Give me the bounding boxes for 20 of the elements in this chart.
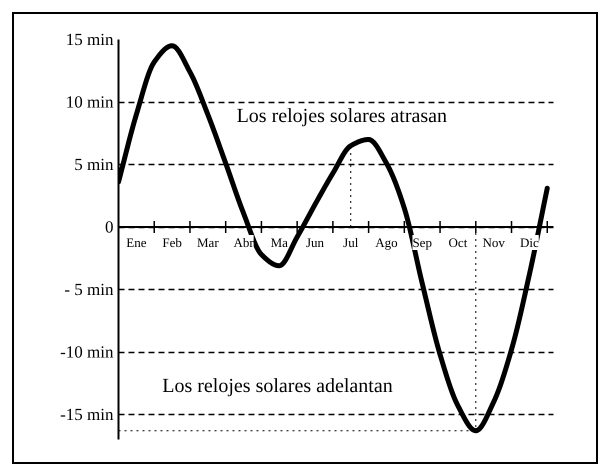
x-tick-label: Oct <box>448 235 468 250</box>
y-tick-label: -10 min <box>60 342 114 362</box>
x-tick-label: Jul <box>343 235 359 250</box>
annotation: Los relojes solares adelantan <box>162 374 393 397</box>
x-tick-label: Ma <box>270 235 288 250</box>
x-tick-label: Sep <box>412 235 432 250</box>
y-tick-label: 0 <box>105 218 114 236</box>
x-tick-label: Ene <box>126 235 147 250</box>
y-tick-label: 10 min <box>66 92 114 112</box>
x-tick-label: Feb <box>162 235 182 250</box>
y-tick-label: 15 min <box>66 30 114 49</box>
x-tick-label: Jun <box>306 235 325 250</box>
y-tick-label: -15 min <box>60 405 114 424</box>
annotation: Los relojes solares atrasan <box>236 104 448 127</box>
x-tick-label: Mar <box>196 235 220 250</box>
x-tick-label: Nov <box>482 235 506 250</box>
y-tick-label: 5 min <box>74 155 114 174</box>
y-tick-label: - 5 min <box>64 280 114 299</box>
x-tick-label: Dic <box>520 235 539 250</box>
x-tick-label: Ago <box>375 235 398 250</box>
